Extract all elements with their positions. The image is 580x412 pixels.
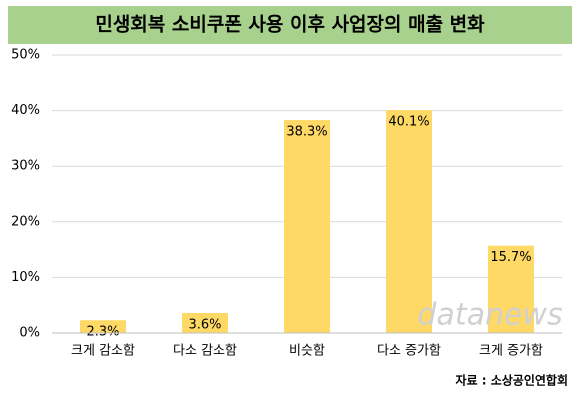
y-tick-label: 20% bbox=[11, 214, 40, 229]
bar bbox=[284, 120, 330, 333]
x-tick-label: 크게 증가함 bbox=[479, 344, 543, 359]
x-tick-label: 다소 감소함 bbox=[173, 344, 237, 359]
x-tick-label: 크게 감소함 bbox=[71, 344, 135, 359]
value-label: 40.1% bbox=[388, 115, 429, 130]
x-tick-label: 다소 증가함 bbox=[377, 344, 441, 359]
value-label: 2.3% bbox=[86, 325, 119, 340]
chart-title: 민생회복 소비쿠폰 사용 이후 사업장의 매출 변화 bbox=[95, 14, 485, 36]
value-label: 38.3% bbox=[286, 125, 327, 140]
y-tick-label: 0% bbox=[19, 326, 40, 341]
value-label: 3.6% bbox=[188, 317, 221, 332]
bar bbox=[488, 245, 534, 333]
bar bbox=[80, 320, 126, 333]
y-tick-label: 40% bbox=[11, 103, 40, 118]
title-banner bbox=[8, 6, 572, 44]
x-tick-label: 비슷함 bbox=[289, 344, 325, 359]
y-tick-label: 30% bbox=[11, 159, 40, 174]
y-tick-label: 10% bbox=[11, 270, 40, 285]
source: 자료 : 소상공인연합회 bbox=[455, 373, 568, 388]
value-label: 15.7% bbox=[490, 250, 531, 265]
watermark: datanews bbox=[417, 298, 562, 333]
bar bbox=[182, 312, 228, 333]
y-tick-label: 50% bbox=[11, 48, 40, 63]
bar bbox=[386, 110, 432, 333]
